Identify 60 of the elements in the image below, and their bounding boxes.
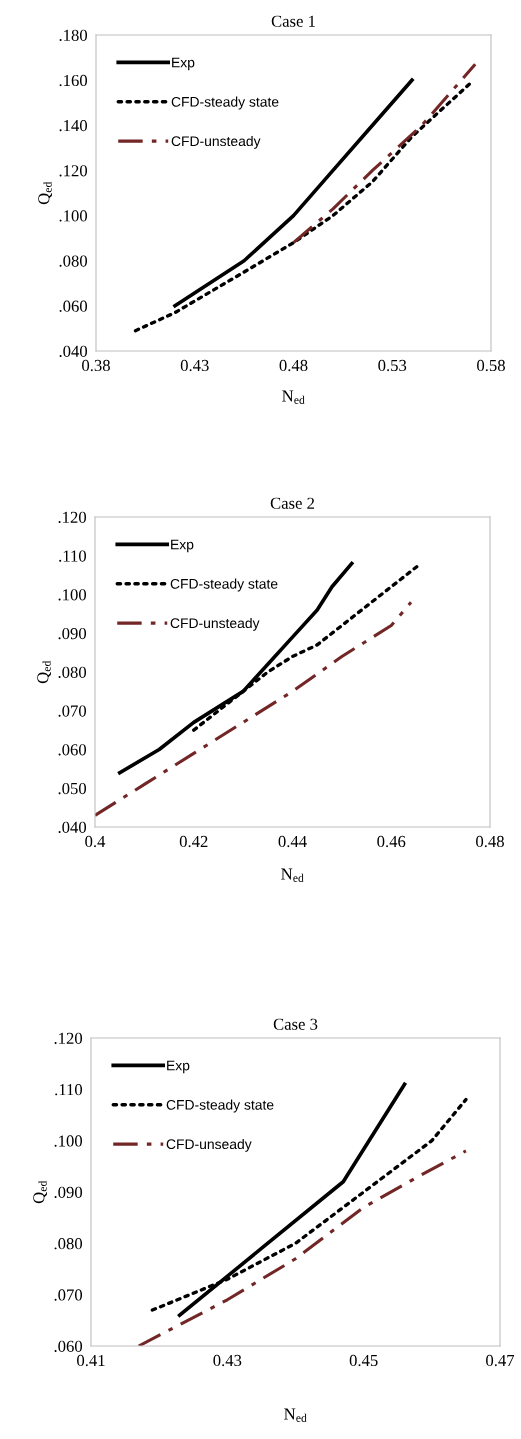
y-tick-label: .120 <box>54 1032 83 1045</box>
y-tick-label: .100 <box>59 210 88 222</box>
y-tick-label: .080 <box>59 255 88 267</box>
y-tick-label: .090 <box>58 627 87 640</box>
x-tick-label: 0.41 <box>77 1354 105 1367</box>
x-axis-title: N$_{ed}$ <box>284 1408 307 1422</box>
y-axis-title: Q$_{ed}$ <box>38 181 52 205</box>
x-tick-label: 0.53 <box>378 359 407 372</box>
line-series <box>291 62 477 245</box>
x-axis-title: N$_{ed}$ <box>282 390 305 404</box>
x-tick-label: 0.44 <box>278 835 307 848</box>
line-series <box>173 78 414 308</box>
x-tick-label: 0.4 <box>85 835 106 848</box>
x-tick-label: 0.45 <box>349 1354 378 1367</box>
legend-label: Exp <box>167 1060 190 1074</box>
x-tick-label: 0.58 <box>477 359 505 372</box>
legend-label: Exp <box>172 57 195 71</box>
y-tick-label: .060 <box>59 300 88 312</box>
legend-label: CFD-unseady <box>166 1138 252 1152</box>
x-tick-label: 0.43 <box>180 359 209 372</box>
chart-title: Case 3 <box>273 1018 318 1030</box>
x-tick-label: 0.42 <box>179 835 208 848</box>
legend-label: CFD-unsteady <box>170 617 260 631</box>
y-tick-label: .110 <box>55 1084 83 1096</box>
y-tick-label: .060 <box>54 1340 83 1353</box>
x-tick-label: 0.43 <box>213 1354 242 1367</box>
legend-label: CFD-steady state <box>171 96 279 110</box>
y-tick-label: .040 <box>59 345 88 358</box>
legend-label: CFD-unsteady <box>171 135 261 149</box>
legend-label: CFD-steady state <box>170 578 278 592</box>
line-series <box>95 600 413 817</box>
x-axis-title: N$_{ed}$ <box>281 868 304 882</box>
y-axis-title: Q$_{ed}$ <box>33 1180 47 1204</box>
y-tick-label: .080 <box>58 666 87 679</box>
y-tick-label: .090 <box>54 1186 83 1199</box>
x-tick-label: 0.48 <box>476 835 504 848</box>
y-axis-title: Q$_{ed}$ <box>37 660 51 684</box>
y-tick-label: .050 <box>58 782 87 795</box>
chart-title: Case 1 <box>271 15 315 27</box>
legend-label: CFD-steady state <box>166 1099 274 1113</box>
y-tick-label: .120 <box>58 511 87 524</box>
y-tick-label: .160 <box>59 74 88 87</box>
x-tick-label: 0.38 <box>82 359 110 372</box>
y-tick-label: .100 <box>58 589 87 601</box>
y-tick-label: .070 <box>54 1289 83 1301</box>
x-tick-label: 0.48 <box>279 359 308 372</box>
y-tick-label: .120 <box>59 165 88 177</box>
y-tick-label: .140 <box>59 119 88 132</box>
y-tick-label: .080 <box>54 1238 83 1250</box>
x-tick-label: 0.47 <box>486 1354 515 1367</box>
y-tick-label: .060 <box>58 744 87 756</box>
y-tick-label: .070 <box>58 705 87 717</box>
x-tick-label: 0.46 <box>377 835 406 848</box>
chart-title: Case 2 <box>270 497 315 509</box>
y-tick-label: .100 <box>54 1135 83 1147</box>
y-tick-label: .040 <box>58 821 87 834</box>
line-series <box>133 80 473 333</box>
y-tick-label: .110 <box>59 550 87 562</box>
legend-label: Exp <box>171 539 194 553</box>
y-tick-label: .180 <box>59 29 88 42</box>
